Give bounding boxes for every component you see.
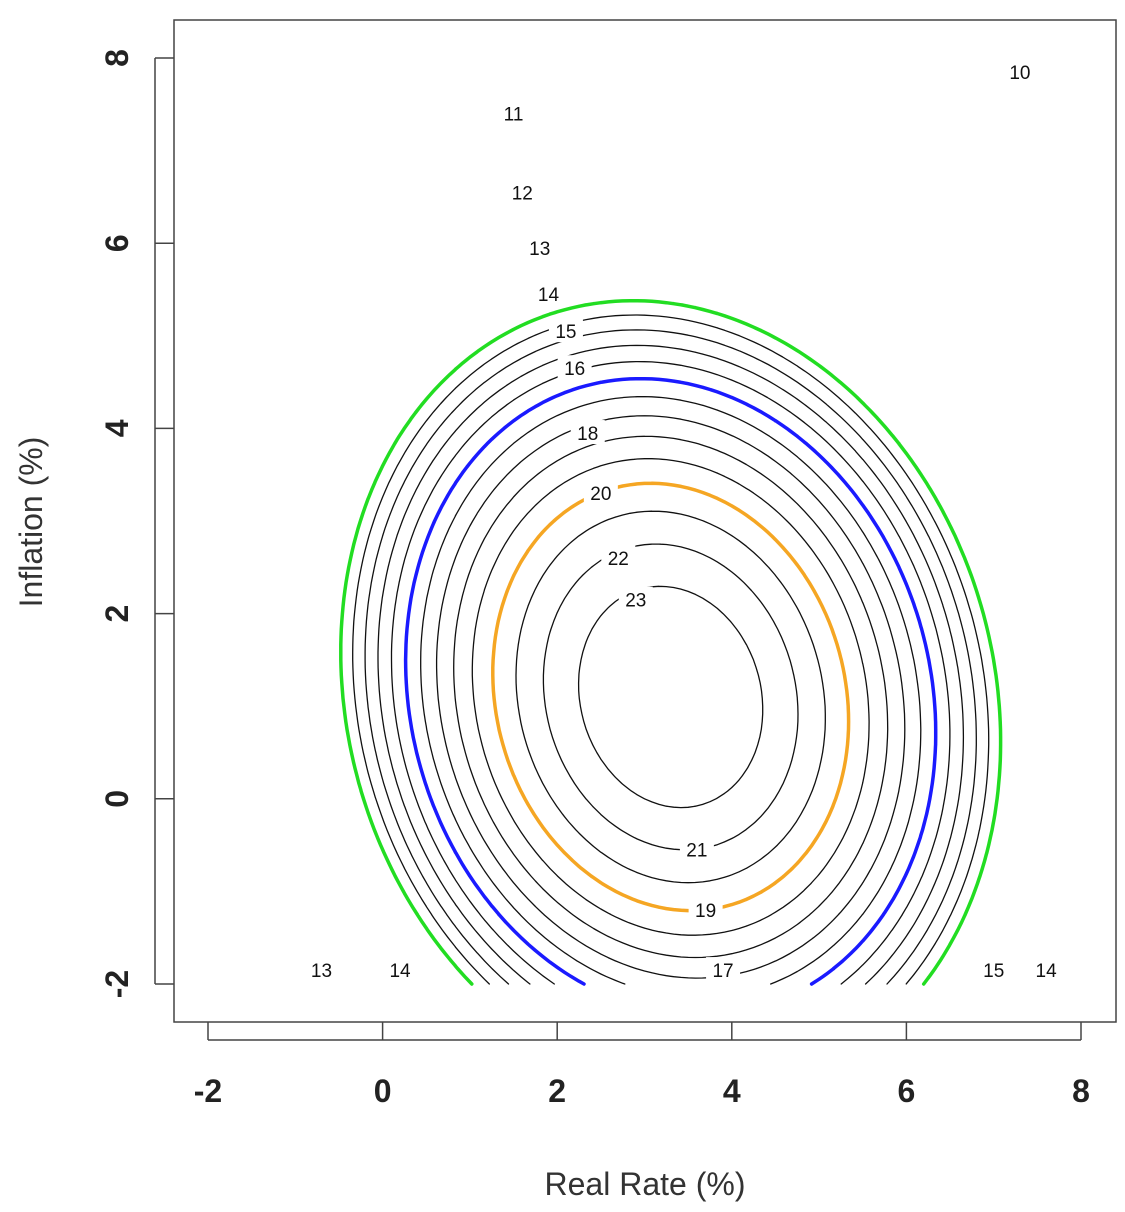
contour-label-background bbox=[618, 586, 653, 611]
contour-label-background bbox=[706, 957, 741, 982]
x-axis-title: Real Rate (%) bbox=[545, 1166, 746, 1202]
contour-label-background bbox=[570, 420, 605, 445]
contour-line-13 bbox=[377, 344, 965, 985]
contour-label-background bbox=[496, 100, 531, 125]
contour-label: 15 bbox=[983, 961, 1004, 982]
y-tick-label: 4 bbox=[99, 419, 135, 437]
contour-label: 16 bbox=[564, 359, 585, 380]
contour-label: 14 bbox=[538, 285, 560, 306]
x-tick-label: 2 bbox=[548, 1073, 566, 1109]
y-tick-label: 8 bbox=[99, 49, 135, 67]
contour-label: 12 bbox=[512, 183, 533, 204]
x-tick-label: 6 bbox=[898, 1073, 916, 1109]
contour-label-background bbox=[679, 836, 714, 861]
contour-line-18 bbox=[453, 435, 889, 959]
contour-label: 13 bbox=[529, 239, 550, 260]
x-tick-label: 4 bbox=[723, 1073, 741, 1109]
y-tick-label: 0 bbox=[99, 790, 135, 808]
x-tick-label: -2 bbox=[194, 1073, 222, 1109]
contour-label-background bbox=[976, 957, 1011, 982]
plot-frame bbox=[173, 19, 1117, 1023]
contour-label-background bbox=[601, 545, 636, 570]
contour-label: 22 bbox=[608, 549, 629, 570]
x-axis: -2 0 2 4 6 8 bbox=[194, 1022, 1090, 1109]
y-tick-label: -2 bbox=[99, 970, 135, 998]
contour-label-background bbox=[505, 179, 540, 204]
contour-line-19 bbox=[471, 458, 870, 936]
contour-lines bbox=[339, 298, 1003, 986]
contour-label: 19 bbox=[695, 901, 716, 922]
contour-label-background bbox=[1002, 58, 1037, 83]
contour-line-22 bbox=[542, 543, 799, 851]
contour-label: 13 bbox=[311, 961, 332, 982]
contour-label-background bbox=[548, 318, 583, 343]
contour-label-background bbox=[522, 234, 557, 259]
contour-line-21 bbox=[515, 510, 826, 884]
x-tick-label: 0 bbox=[374, 1073, 392, 1109]
contour-line-16 bbox=[420, 395, 922, 985]
contour-label-background bbox=[383, 957, 418, 982]
contour-label-background bbox=[557, 355, 592, 380]
y-axis-title: Inflation (%) bbox=[13, 437, 49, 608]
contour-label: 21 bbox=[686, 841, 707, 862]
y-tick-label: 2 bbox=[99, 605, 135, 623]
contour-label: 10 bbox=[1009, 63, 1030, 84]
contour-label: 14 bbox=[1036, 961, 1058, 982]
contour-label: 20 bbox=[590, 484, 611, 505]
contour-line-11 bbox=[352, 314, 990, 985]
contour-label: 23 bbox=[625, 591, 646, 612]
contour-label-background bbox=[531, 281, 566, 306]
contour-line-20 bbox=[491, 481, 851, 913]
contour-line-10 bbox=[339, 298, 1003, 986]
contour-label-background bbox=[688, 896, 723, 921]
contour-label: 15 bbox=[555, 322, 576, 343]
contour-line-17 bbox=[435, 415, 906, 979]
contour-line-12 bbox=[364, 329, 977, 985]
contour-label-background bbox=[1029, 957, 1064, 982]
y-tick-label: 6 bbox=[99, 234, 135, 252]
contour-line-14 bbox=[390, 360, 951, 985]
y-axis: -2 0 2 4 6 8 bbox=[99, 49, 174, 998]
contour-labels: 11 12 13 14 15 16 18 20 22 23 21 19 17 13 14 15 14 10 bbox=[304, 58, 1064, 982]
contour-label: 14 bbox=[389, 961, 411, 982]
contour-line-23 bbox=[577, 585, 764, 809]
contour-line-15 bbox=[403, 376, 938, 986]
contour-label-background bbox=[583, 480, 618, 505]
contour-label: 11 bbox=[504, 105, 524, 126]
x-tick-label: 8 bbox=[1072, 1073, 1090, 1109]
contour-label-background bbox=[304, 957, 339, 982]
contour-label: 17 bbox=[712, 961, 733, 982]
contour-label: 18 bbox=[577, 424, 598, 445]
